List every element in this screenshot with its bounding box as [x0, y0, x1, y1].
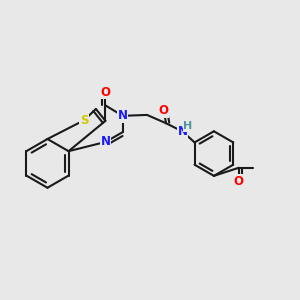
Text: N: N	[178, 125, 188, 138]
Text: N: N	[100, 136, 110, 148]
Text: N: N	[118, 109, 128, 122]
Text: O: O	[234, 175, 244, 188]
Text: O: O	[159, 104, 169, 117]
Text: H: H	[183, 121, 193, 131]
Text: O: O	[100, 85, 110, 98]
Text: S: S	[80, 114, 88, 127]
